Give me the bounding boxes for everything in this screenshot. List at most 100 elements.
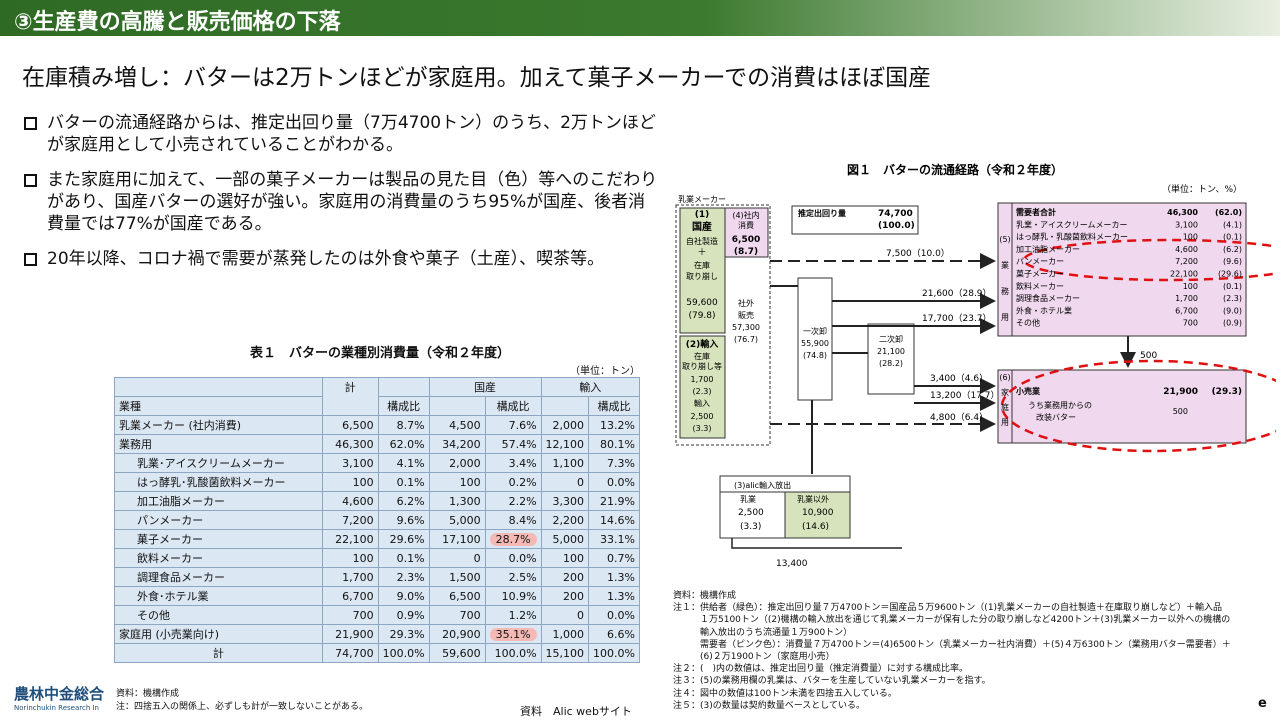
table-cell: 12,100 bbox=[540, 434, 590, 454]
svg-text:10,900: 10,900 bbox=[802, 508, 834, 518]
note-line: １万5100トン（(2)機構の輸入放出を通じて乳業メーカーが保有した分の取り崩し… bbox=[673, 615, 1231, 626]
bullet-text: バターの流通経路からは、推定出回り量（7万4700トン）のうち、2万トンほどが家… bbox=[47, 113, 656, 155]
figure-text: 用 bbox=[1001, 313, 1009, 322]
note-line: 資料：機構作成 bbox=[673, 591, 737, 601]
figure-text: 在庫 bbox=[694, 260, 710, 270]
svg-text:(3.3): (3.3) bbox=[740, 522, 761, 532]
maker-label: 乳業メーカー bbox=[678, 194, 726, 204]
figure-unit: （単位：トン、%） bbox=[1162, 183, 1242, 195]
arrow-lines bbox=[770, 253, 1136, 474]
table-cell: 9.0% bbox=[377, 586, 430, 606]
note-line: 注３：(5)の業務用欄の乳業は、バターを生産していない乳業メーカーを指す。 bbox=[673, 676, 991, 687]
table-cell: 6,700 bbox=[321, 586, 379, 606]
row-label: その他 bbox=[114, 605, 323, 625]
figure-text: 乳業・アイスクリームメーカー bbox=[1016, 219, 1128, 229]
table-row: 家庭用 (小売業向け) 21,900 29.3% 20,900 35.1% 1,000 6.… bbox=[114, 624, 640, 644]
figure-text: ＋ bbox=[697, 247, 706, 258]
figure-text: 小売業 bbox=[1015, 386, 1041, 396]
table-cell: 46,300 bbox=[321, 434, 379, 454]
highlight-mark: 35.1% bbox=[489, 627, 537, 641]
table-cell: 2,200 bbox=[540, 510, 590, 530]
row-label: パンメーカー bbox=[114, 510, 323, 530]
row-label: はっ酵乳･乳酸菌飲料メーカー bbox=[114, 472, 323, 492]
table-cell: 100 bbox=[321, 548, 379, 568]
figure-text: (9.6) bbox=[1223, 257, 1242, 266]
figure-text: (79.8) bbox=[688, 311, 715, 321]
col-kosei: 構成比 bbox=[588, 396, 640, 416]
svg-text:乳業以外: 乳業以外 bbox=[797, 494, 829, 504]
figure-text: 用 bbox=[1001, 418, 1009, 427]
table-cell: 29.3% bbox=[377, 624, 430, 644]
row-label: 調理食品メーカー bbox=[114, 567, 323, 587]
table-cell: 0 bbox=[540, 605, 590, 625]
table-cell: 0.0% bbox=[588, 472, 640, 492]
figure-text: 500 bbox=[1140, 351, 1157, 361]
niji-box bbox=[867, 323, 915, 395]
kokusan-box bbox=[679, 207, 726, 334]
figure-text: パンメーカー bbox=[1016, 257, 1064, 266]
note-line: 注４：図中の数値は100トン未満を四捨五入している。 bbox=[673, 688, 897, 699]
table-cell: 35.1% bbox=[484, 624, 542, 644]
table-cell: 21.9% bbox=[588, 491, 640, 511]
table-cell: 5,000 bbox=[540, 529, 590, 549]
col-kei: 計 bbox=[321, 377, 379, 397]
figure-text: (4)社内 bbox=[732, 210, 759, 220]
bullet-item: 20年以降、コロナ禍で需要が蒸発したのは外食や菓子（土産）、喫茶等。 bbox=[20, 248, 660, 270]
table-cell: 100 bbox=[321, 472, 379, 492]
note-line: (6)２万1900トン（家庭用小売） bbox=[673, 652, 835, 663]
table-cell: 2.5% bbox=[484, 567, 542, 587]
table-cell: 100.0% bbox=[588, 643, 640, 663]
katei-box bbox=[997, 369, 1247, 444]
shanai-box bbox=[724, 207, 769, 258]
figure-text: 二次卸 bbox=[879, 334, 903, 344]
bullet-item: バターの流通経路からは、推定出回り量（7万4700トン）のうち、2万トンほどが家… bbox=[20, 112, 660, 156]
figure-text: (29.6) bbox=[1218, 270, 1242, 279]
figure-text: (28.2) bbox=[879, 359, 903, 368]
figure-text: (62.0) bbox=[1215, 208, 1242, 217]
figure-text: (1) bbox=[695, 210, 710, 220]
figure-text: 500 bbox=[1173, 407, 1188, 416]
table-cell: 200 bbox=[540, 586, 590, 606]
figure-text: (5) bbox=[999, 235, 1010, 244]
table-cell: 7.6% bbox=[484, 415, 542, 435]
table-row: 乳業メーカー (社内消費) 6,500 8.7% 4,500 7.6% 2,000 13.2… bbox=[114, 415, 640, 435]
table-cell: 20,900 bbox=[428, 624, 486, 644]
row-label: 飲料メーカー bbox=[114, 548, 323, 568]
table-row: 外食･ホテル業 6,700 9.0% 6,500 10.9% 200 1.3% bbox=[114, 586, 640, 606]
figure-text: 1,700 bbox=[691, 375, 714, 384]
square-bullet-icon bbox=[24, 117, 37, 130]
figure-text: 46,300 bbox=[1167, 208, 1198, 217]
table-cell: 15,100 bbox=[540, 643, 590, 663]
table-cell: 7.3% bbox=[588, 453, 640, 473]
table-cell: 3,100 bbox=[321, 453, 379, 473]
flow-diagram: 図１ バターの流通経路（令和２年度） （単位：トン、%） 乳業メーカー 推定出回… bbox=[675, 162, 1276, 569]
table-unit: （単位：トン） bbox=[570, 366, 640, 377]
table-cell: 100.0% bbox=[484, 643, 542, 663]
table-cell: 8.7% bbox=[377, 415, 430, 435]
table-cell: 0.0% bbox=[588, 605, 640, 625]
table-footnotes: 資料：機構作成 注：四捨五入の関係上、必ずしも計が一致しないことがある。 bbox=[116, 688, 368, 714]
table-cell: 0.0% bbox=[484, 548, 542, 568]
table-cell: 6.6% bbox=[588, 624, 640, 644]
table-cell: 1.3% bbox=[588, 586, 640, 606]
figure-text: 17,700（23.7） bbox=[922, 313, 992, 324]
table-source: 資料：機構作成 bbox=[116, 689, 180, 699]
figure-title: 図１ バターの流通経路（令和２年度） bbox=[847, 162, 1063, 177]
figure-text: うち業務用からの bbox=[1028, 400, 1092, 410]
figure-text: (76.7) bbox=[734, 335, 758, 344]
square-bullet-icon bbox=[24, 174, 37, 187]
table-cell: 4.1% bbox=[377, 453, 430, 473]
figure-text: (8.7) bbox=[734, 247, 758, 257]
table-cell: 34,200 bbox=[428, 434, 486, 454]
note-line: 注５：(3)の数量は契約数量ベースとしている。 bbox=[673, 700, 866, 711]
corner-mark: e bbox=[1258, 696, 1267, 711]
table-cell: 28.7% bbox=[484, 529, 542, 549]
figure-text: (2.3) bbox=[693, 387, 712, 396]
bullet-item: また家庭用に加えて、一部の菓子メーカーは製品の見た目（色）等へのこだわりがあり、… bbox=[20, 169, 660, 235]
figure-text: 100 bbox=[1183, 233, 1198, 242]
table-title: 表１ バターの業種別消費量（令和２年度） bbox=[250, 346, 511, 361]
square-bullet-icon bbox=[24, 253, 37, 266]
figure-text: 務 bbox=[1001, 286, 1009, 296]
table-cell: 700 bbox=[321, 605, 379, 625]
col-kosei: 構成比 bbox=[377, 396, 430, 416]
